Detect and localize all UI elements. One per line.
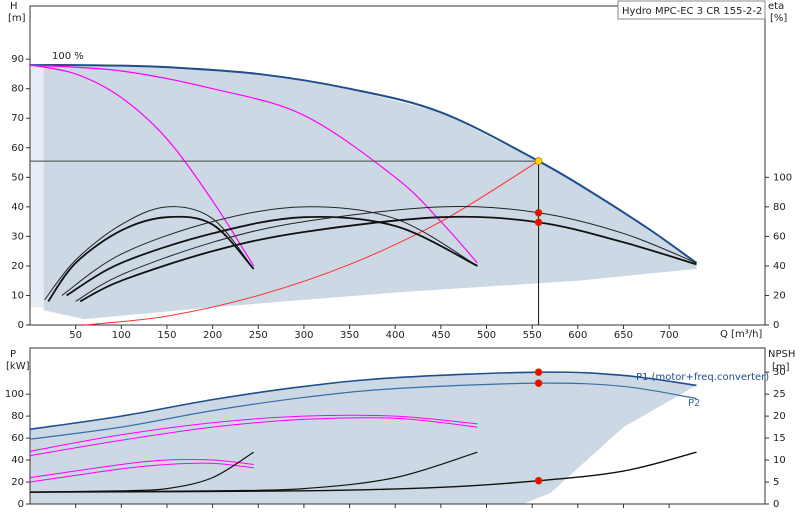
x-tick-label: 400 bbox=[386, 330, 405, 341]
curve-label: P1 (motor+freq.converter) bbox=[636, 372, 769, 383]
annotation: 100 % bbox=[52, 51, 84, 62]
x-tick-label: 550 bbox=[523, 330, 542, 341]
curve bbox=[61, 206, 478, 296]
curve bbox=[29, 64, 255, 267]
y-tick-label: 60 bbox=[11, 433, 24, 444]
duty-point bbox=[534, 379, 543, 387]
y-tick-label: 40 bbox=[11, 202, 24, 213]
y2-tick-label: 15 bbox=[773, 433, 786, 444]
y2-tick-label: 20 bbox=[773, 290, 786, 301]
x-tick-label: 300 bbox=[294, 330, 313, 341]
operating-area bbox=[30, 65, 44, 308]
y-tick-label: 80 bbox=[11, 411, 24, 422]
y-tick-label: 0 bbox=[18, 499, 24, 510]
axis-label: H bbox=[10, 1, 18, 12]
axis-label: [%] bbox=[770, 13, 787, 24]
y-tick-label: 90 bbox=[11, 54, 24, 65]
curve bbox=[84, 160, 539, 326]
curve bbox=[44, 206, 255, 301]
axis-label: eta bbox=[768, 1, 784, 12]
y2-tick-label: 80 bbox=[773, 202, 786, 213]
x-tick-label: 200 bbox=[203, 330, 222, 341]
y-tick-label: 60 bbox=[11, 143, 24, 154]
axis-label: NPSH bbox=[768, 349, 795, 360]
y-tick-label: 30 bbox=[11, 231, 24, 242]
operating-area bbox=[43, 65, 697, 320]
x-tick-label: 500 bbox=[477, 330, 496, 341]
y2-tick-label: 0 bbox=[773, 499, 779, 510]
duty-point bbox=[534, 476, 543, 485]
title-box bbox=[617, 0, 766, 20]
curve-label: P2 bbox=[688, 398, 700, 409]
x-tick-label: 450 bbox=[431, 330, 450, 341]
x-tick-label: 650 bbox=[614, 330, 633, 341]
curve bbox=[29, 462, 254, 483]
duty-point bbox=[534, 218, 543, 227]
x-tick-label: 350 bbox=[340, 330, 359, 341]
y-tick-label: 50 bbox=[11, 172, 24, 183]
x-tick-label: 150 bbox=[157, 330, 176, 341]
x-tick-label: 50 bbox=[69, 330, 82, 341]
duty-point bbox=[534, 208, 543, 217]
axis-label: [m] bbox=[8, 13, 26, 24]
x-tick-label: 700 bbox=[660, 330, 679, 341]
x-tick-label: 100 bbox=[112, 330, 131, 341]
curve bbox=[47, 215, 255, 302]
curve bbox=[66, 215, 478, 297]
curve bbox=[29, 64, 698, 264]
axis-label: Q [m³/h] bbox=[720, 329, 762, 340]
y2-tick-label: 25 bbox=[773, 389, 786, 400]
y2-tick-label: 30 bbox=[773, 367, 786, 378]
y-tick-label: 20 bbox=[11, 477, 24, 488]
y2-tick-label: 20 bbox=[773, 411, 786, 422]
duty-point bbox=[534, 368, 543, 376]
y-tick-label: 100 bbox=[5, 389, 24, 400]
axis-label: [kW] bbox=[6, 361, 30, 372]
curve bbox=[29, 451, 697, 493]
y2-tick-label: 60 bbox=[773, 231, 786, 242]
plot-frame bbox=[29, 347, 766, 505]
chart-title: Hydro MPC-EC 3 CR 155-2-2 bbox=[622, 6, 762, 17]
y-tick-label: 10 bbox=[11, 290, 24, 301]
curve bbox=[79, 215, 697, 303]
axis-label: [m] bbox=[772, 362, 790, 373]
curve bbox=[29, 371, 697, 431]
operating-area bbox=[30, 372, 697, 504]
y2-tick-label: 40 bbox=[773, 261, 786, 272]
curve bbox=[29, 382, 697, 440]
curve bbox=[29, 459, 254, 479]
y-tick-label: 0 bbox=[18, 320, 24, 331]
y2-tick-label: 100 bbox=[773, 172, 792, 183]
plot-frame bbox=[29, 5, 766, 326]
y2-tick-label: 10 bbox=[773, 455, 786, 466]
curve bbox=[75, 205, 697, 302]
y-tick-label: 80 bbox=[11, 84, 24, 95]
x-tick-label: 250 bbox=[249, 330, 268, 341]
curve bbox=[29, 417, 478, 457]
y2-tick-label: 0 bbox=[773, 320, 779, 331]
y2-tick-label: 5 bbox=[773, 477, 779, 488]
axis-label: P bbox=[10, 349, 16, 360]
y-tick-label: 70 bbox=[11, 113, 24, 124]
curve bbox=[29, 414, 478, 452]
y-tick-label: 40 bbox=[11, 455, 24, 466]
y-tick-label: 20 bbox=[11, 261, 24, 272]
x-tick-label: 600 bbox=[568, 330, 587, 341]
curve bbox=[29, 64, 478, 264]
duty-point bbox=[534, 157, 543, 165]
